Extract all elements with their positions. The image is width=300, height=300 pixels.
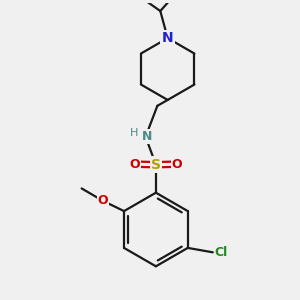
Text: N: N [162, 31, 173, 45]
Text: N: N [142, 130, 152, 143]
Text: O: O [172, 158, 182, 171]
Text: O: O [98, 194, 108, 207]
Text: S: S [151, 158, 161, 172]
Text: O: O [129, 158, 140, 171]
Text: H: H [130, 128, 139, 138]
Text: Cl: Cl [214, 246, 227, 259]
